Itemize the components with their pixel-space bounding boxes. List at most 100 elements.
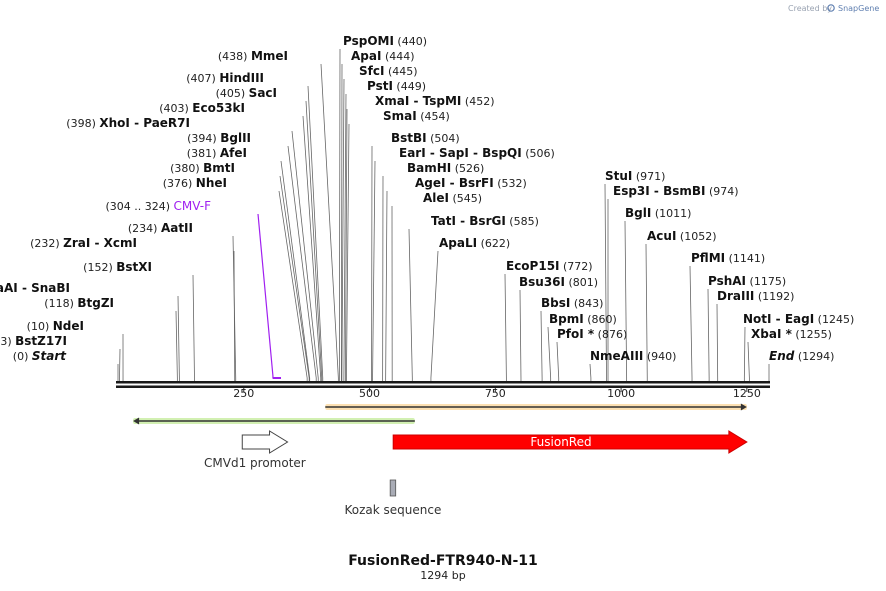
site-position: (860) bbox=[584, 313, 617, 326]
site-position: (585) bbox=[506, 215, 539, 228]
site-position: (526) bbox=[451, 162, 484, 175]
enzyme-name: BglI bbox=[625, 206, 651, 220]
site-label-aatii: (234) AatII bbox=[128, 221, 193, 235]
site-position: (801) bbox=[565, 276, 598, 289]
site-line-apai bbox=[340, 63, 343, 381]
enzyme-name: BtgZI bbox=[77, 296, 114, 310]
site-line-agei bbox=[385, 190, 388, 381]
site-label-bamhi: BamHI (526) bbox=[407, 161, 484, 175]
enzyme-name: CMV-F bbox=[174, 199, 212, 213]
enzyme-name: NdeI bbox=[53, 319, 84, 333]
site-position: (304 .. 324) bbox=[105, 200, 173, 213]
site-label-bmti: (380) BmtI bbox=[170, 161, 235, 175]
site-label-noti: NotI - EagI (1245) bbox=[743, 312, 854, 326]
translation-track-arrowhead bbox=[740, 403, 747, 411]
site-label-stui: StuI (971) bbox=[605, 169, 665, 183]
site-position: (405) bbox=[216, 87, 249, 100]
site-position: (1141) bbox=[725, 252, 765, 265]
site-line-hindiii bbox=[307, 85, 324, 381]
site-line-afei bbox=[280, 160, 311, 381]
enzyme-name: - TspMI bbox=[409, 94, 461, 108]
enzyme-name: BstXI bbox=[116, 260, 152, 274]
site-line-stui bbox=[604, 183, 607, 381]
map-title: FusionRed-FTR940-N-11 bbox=[348, 553, 538, 569]
site-label-bsu36i: Bsu36I (801) bbox=[519, 275, 598, 289]
site-label-start: (0) Start bbox=[13, 349, 67, 363]
site-line-psti bbox=[343, 93, 347, 381]
site-position: (376) bbox=[163, 177, 196, 190]
enzyme-name: EcoP15I bbox=[506, 259, 560, 273]
site-label-bglii: (394) BglII bbox=[187, 131, 251, 145]
site-position: (403) bbox=[159, 102, 192, 115]
enzyme-name: XmaI bbox=[375, 94, 409, 108]
enzyme-name: - PaeR7I bbox=[130, 116, 190, 130]
enzyme-name: NheI bbox=[196, 176, 227, 190]
enzyme-name: BmtI bbox=[203, 161, 235, 175]
site-position: (545) bbox=[449, 192, 482, 205]
site-line-eco53ki bbox=[302, 115, 322, 381]
feature-label-kozak-sequence: Kozak sequence bbox=[345, 503, 442, 517]
site-label-mmei: (438) MmeI bbox=[218, 49, 288, 63]
site-line-bglii bbox=[287, 145, 317, 381]
site-line-sfci bbox=[341, 78, 345, 381]
enzyme-name: Eco53kI bbox=[192, 101, 245, 115]
enzyme-name: BstBI bbox=[391, 131, 427, 145]
enzyme-name: BstZ17I bbox=[15, 334, 67, 348]
sequence-strand-bottom bbox=[116, 385, 770, 388]
site-position: (532) bbox=[494, 177, 527, 190]
site-line-draiii bbox=[716, 303, 719, 381]
site-label-cmv-f: (304 .. 324) CMV-F bbox=[105, 199, 211, 213]
enzyme-name: SacI bbox=[249, 86, 277, 100]
enzyme-name: XbaI * bbox=[751, 327, 793, 341]
enzyme-name: NmeAIII bbox=[590, 349, 643, 363]
site-line-pfoi bbox=[556, 341, 560, 381]
enzyme-name: - BspQI bbox=[469, 146, 522, 160]
site-line-apali bbox=[430, 250, 439, 381]
site-line-bsaai bbox=[177, 295, 180, 381]
site-position: (398) bbox=[66, 117, 99, 130]
site-position: (876) bbox=[594, 328, 627, 341]
site-position: (454) bbox=[417, 110, 450, 123]
site-position: (440) bbox=[394, 35, 427, 48]
site-line-eari bbox=[372, 160, 376, 381]
site-label-apai: ApaI (444) bbox=[351, 49, 415, 63]
enzyme-name: AcuI bbox=[647, 229, 676, 243]
enzyme-name: - SapI bbox=[426, 146, 469, 160]
enzyme-name: ApaLI bbox=[439, 236, 477, 250]
enzyme-name: AleI bbox=[423, 191, 449, 205]
site-position: (444) bbox=[381, 50, 414, 63]
site-label-smai: SmaI (454) bbox=[383, 109, 450, 123]
site-position: (3) bbox=[0, 335, 15, 348]
enzyme-name: MmeI bbox=[251, 49, 288, 63]
site-position: (1175) bbox=[746, 275, 786, 288]
ruler-tick-label: 1250 bbox=[733, 387, 761, 400]
enzyme-name: SfcI bbox=[359, 64, 384, 78]
enzyme-name: - BsmBI bbox=[650, 184, 706, 198]
site-line-cmv-f bbox=[257, 213, 282, 379]
site-label-eari: EarI - SapI - BspQI (506) bbox=[399, 146, 555, 160]
site-line-btgzi bbox=[175, 310, 178, 381]
enzyme-name: PflMI bbox=[691, 251, 725, 265]
site-label-agei: AgeI - BsrFI (532) bbox=[415, 176, 527, 190]
feature-cmvd1-promoter bbox=[241, 430, 289, 454]
enzyme-name: BsaAI bbox=[0, 281, 18, 295]
site-label-xmai: XmaI - TspMI (452) bbox=[375, 94, 494, 108]
site-line-bbsi bbox=[540, 310, 543, 381]
enzyme-name: BamHI bbox=[407, 161, 451, 175]
credit-prefix: Created by bbox=[788, 4, 832, 13]
site-label-pspomi: PspOMI (440) bbox=[343, 34, 427, 48]
enzyme-name: BbsI bbox=[541, 296, 570, 310]
region-track-arrowhead bbox=[133, 417, 140, 425]
site-label-bgli: BglI (1011) bbox=[625, 206, 691, 220]
site-position: (438) bbox=[218, 50, 251, 63]
site-line-xbai bbox=[747, 341, 750, 381]
site-line-tati bbox=[408, 228, 413, 381]
site-position: (380) bbox=[170, 162, 203, 175]
enzyme-name: End bbox=[769, 349, 795, 363]
site-label-zrai: (232) ZraI - XcmI bbox=[30, 236, 137, 250]
feature-fusionred bbox=[392, 430, 748, 454]
site-line-pflmi bbox=[689, 265, 693, 381]
site-label-btgzi: (118) BtgZI bbox=[44, 296, 114, 310]
site-label-afei: (381) AfeI bbox=[187, 146, 247, 160]
site-line-pspomi bbox=[338, 48, 341, 381]
